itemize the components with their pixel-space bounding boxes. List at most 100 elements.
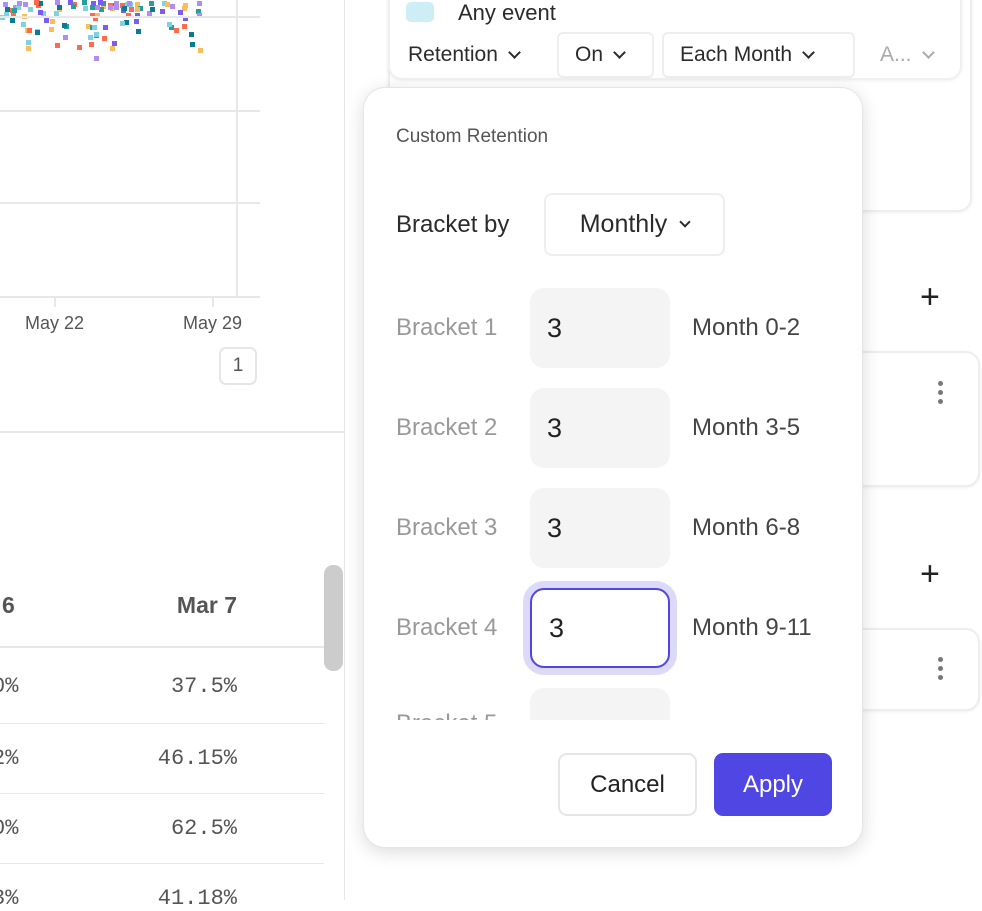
scatter-point — [135, 6, 141, 12]
scatter-point — [62, 35, 68, 41]
scatter-point — [77, 45, 83, 51]
plus-icon[interactable]: + — [920, 555, 940, 593]
scatter-point — [5, 7, 10, 13]
bracket-row: Bracket 4 3 Month 9-11 — [364, 588, 864, 668]
scatter-point — [181, 23, 187, 29]
apply-button[interactable]: Apply — [714, 753, 832, 816]
scatter-point — [196, 1, 202, 7]
scatter-point — [54, 0, 60, 6]
bracket-by-value: Monthly — [579, 210, 668, 238]
scatter-point — [159, 9, 165, 15]
bracket-4-input[interactable]: 3 — [530, 588, 670, 668]
gridline — [0, 202, 260, 204]
event-label[interactable]: Any event — [458, 0, 556, 25]
scatter-point — [197, 13, 203, 19]
bracket-by-label: Bracket by — [396, 211, 510, 238]
chevron-down-icon — [613, 46, 626, 59]
scatter-point — [90, 4, 96, 10]
scatter-point — [108, 5, 114, 11]
x-axis — [0, 296, 260, 298]
more-dropdown[interactable]: A... — [862, 32, 951, 78]
scatter-point — [21, 22, 27, 28]
scatter-point — [61, 22, 67, 28]
scatter-point — [11, 8, 17, 14]
divider — [0, 646, 324, 648]
scatter-point — [110, 45, 116, 51]
scrollbar[interactable] — [324, 565, 343, 671]
scatter-point — [87, 34, 93, 40]
bracket-row: Bracket 2 3 Month 3-5 — [364, 388, 864, 468]
today-line — [236, 0, 238, 298]
on-dropdown[interactable]: On — [557, 32, 654, 78]
chevron-down-icon — [679, 216, 691, 228]
bracket-3-input[interactable]: 3 — [530, 488, 670, 568]
scatter-point — [27, 27, 33, 33]
popover-title: Custom Retention — [396, 126, 549, 147]
bracket-range: Month 6-8 — [692, 514, 801, 541]
scatter-point — [3, 12, 9, 18]
kebab-menu-icon[interactable] — [938, 381, 943, 404]
scatter-point — [48, 27, 54, 33]
scatter-point — [137, 5, 143, 11]
scatter-point — [23, 2, 29, 8]
scatter-point — [13, 5, 19, 11]
scatter-point — [173, 27, 179, 33]
bracket-by-select[interactable]: Monthly — [544, 193, 725, 256]
retention-dropdown[interactable]: Retention — [390, 32, 537, 78]
table-cell: 37.5% — [170, 674, 237, 699]
table-cell: 3% — [0, 886, 19, 911]
scatter-point — [85, 24, 91, 30]
bracket-2-input[interactable]: 3 — [530, 388, 670, 468]
bracket-label: Bracket 2 — [396, 414, 498, 441]
scatter-point — [16, 1, 22, 7]
bracket-range: Month 0-2 — [692, 314, 801, 341]
page-button[interactable]: 1 — [219, 347, 257, 385]
table-cell: 0% — [0, 816, 19, 841]
scatter-point — [54, 11, 60, 17]
bracket-range: Month 3-5 — [692, 414, 801, 441]
retention-label: Retention — [408, 43, 498, 66]
side-card — [850, 351, 980, 487]
scatter-point — [92, 16, 98, 22]
scatter-point — [190, 41, 195, 47]
table-cell: 0% — [0, 674, 19, 699]
scatter-point — [120, 21, 126, 27]
bracket-5-input[interactable] — [530, 688, 670, 720]
scatter-point — [166, 21, 172, 27]
scatter-point — [135, 29, 141, 35]
bracket-1-input[interactable]: 3 — [530, 288, 670, 368]
scatter-point — [164, 2, 170, 8]
bracket-list: Bracket 1 3 Month 0-2 Bracket 2 3 Month … — [364, 288, 864, 720]
chevron-down-icon — [802, 46, 815, 59]
scatter-point — [146, 11, 152, 17]
scatter-point — [93, 32, 99, 38]
plus-icon[interactable]: + — [920, 278, 940, 316]
kebab-menu-icon[interactable] — [938, 657, 943, 680]
bracket-label: Bracket 3 — [396, 514, 498, 541]
cancel-button[interactable]: Cancel — [558, 753, 697, 816]
scatter-point — [83, 5, 88, 11]
scatter-point — [41, 10, 47, 16]
column-header-partial: 6 — [2, 592, 15, 618]
bracket-row: Bracket 1 3 Month 0-2 — [364, 288, 864, 368]
x-tick-label: May 22 — [25, 313, 85, 333]
scatter-point — [55, 42, 61, 48]
scatter-point — [182, 15, 188, 21]
scatter-point — [102, 25, 108, 31]
row-divider — [0, 793, 324, 794]
bracket-row: Bracket 5 — [364, 688, 864, 720]
scatter-point — [123, 19, 129, 25]
on-label: On — [575, 43, 604, 66]
chart-panel: May 22 May 29 1 6 Mar 7 0% 37.5% 2% 46.1… — [0, 0, 345, 911]
scatter-point — [188, 31, 194, 37]
each-month-dropdown[interactable]: Each Month — [662, 32, 855, 78]
scatter-point — [95, 12, 101, 18]
scatter-point — [120, 2, 126, 8]
scatter-point — [198, 48, 204, 54]
scatter-point — [15, 4, 21, 10]
side-card — [850, 628, 980, 711]
scatter-point — [129, 7, 135, 13]
column-header-mar7: Mar 7 — [176, 592, 237, 618]
scatter-point — [88, 41, 94, 47]
scatter-point — [56, 5, 62, 11]
